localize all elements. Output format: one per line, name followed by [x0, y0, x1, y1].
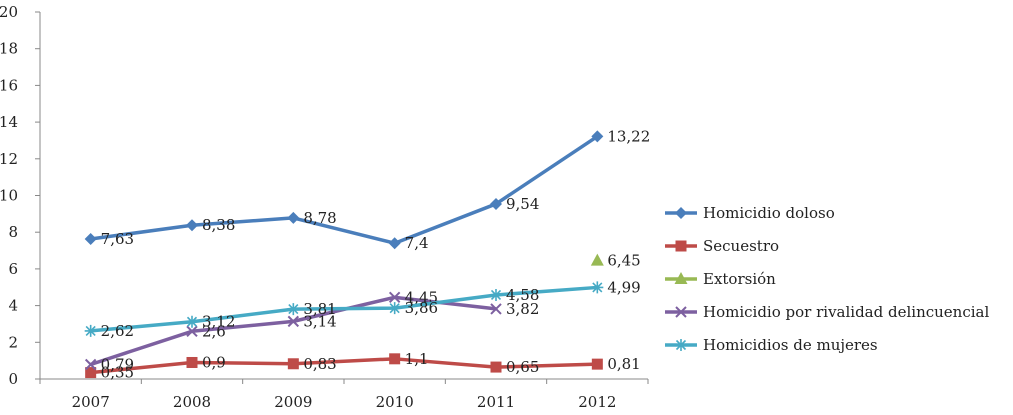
- legend-label-secuestro: Secuestro: [703, 237, 779, 255]
- data-point-homicidios-de-mujeres: [287, 303, 300, 316]
- data-label-homicidio-doloso: 8,38: [202, 216, 235, 234]
- data-point-secuestro: [389, 353, 401, 365]
- series-line-secuestro: [90, 357, 598, 375]
- y-tick-label: 20: [0, 3, 18, 21]
- x-tick-label: 2010: [376, 393, 414, 411]
- data-label-secuestro: 0,81: [607, 355, 640, 373]
- data-label-homicidios-de-mujeres: 3,12: [202, 313, 235, 331]
- data-label-homicidio-doloso: 9,54: [506, 195, 539, 213]
- data-label-secuestro: 1,1: [405, 350, 429, 368]
- data-label-secuestro: 0,83: [303, 355, 336, 373]
- legend-label-extorsion: Extorsión: [703, 270, 776, 288]
- data-point-homicidio-por-rivalidad-delincuencial: [186, 325, 198, 337]
- data-point-homicidios-de-mujeres: [84, 324, 97, 337]
- y-tick-label: 16: [0, 76, 18, 94]
- data-point-secuestro: [287, 358, 299, 370]
- series-line-homicidio-doloso: [90, 134, 599, 245]
- data-label-secuestro: 0,65: [506, 358, 539, 376]
- y-tick-label: 6: [8, 260, 18, 278]
- legend-label-homicidio-por-rivalidad-delincuencial: Homicidio por rivalidad delincuencial: [703, 303, 989, 321]
- data-label-homicidio-doloso: 13,22: [607, 127, 650, 145]
- legend-label-homicidios-de-mujeres: Homicidios de mujeres: [703, 336, 878, 354]
- data-point-homicidio-por-rivalidad-delincuencial: [490, 303, 502, 315]
- legend-label-homicidio-doloso: Homicidio doloso: [703, 204, 835, 222]
- x-tick-label: 2007: [72, 393, 110, 411]
- data-label-homicidios-de-mujeres: 4,99: [607, 278, 640, 296]
- y-tick-label: 2: [8, 333, 18, 351]
- y-tick-label: 0: [8, 370, 18, 388]
- data-point-homicidio-doloso: [388, 237, 401, 250]
- data-point-homicidios-de-mujeres: [591, 281, 604, 294]
- series-line-homicidios-de-mujeres: [90, 285, 598, 333]
- y-tick-label: 12: [0, 150, 18, 168]
- data-point-homicidio-doloso: [490, 197, 502, 210]
- data-label-homicidios-de-mujeres: 4,58: [506, 286, 539, 304]
- data-label-homicidio-por-rivalidad-delincuencial: 3,82: [506, 300, 539, 318]
- y-tick-label: 8: [8, 223, 18, 241]
- data-point-homicidio-por-rivalidad-delincuencial: [287, 315, 300, 328]
- data-label-homicidio-doloso: 8,78: [303, 209, 336, 227]
- data-label-extorsion: 6,45: [607, 252, 640, 270]
- y-tick-label: 4: [8, 297, 18, 315]
- data-point-secuestro: [591, 358, 603, 370]
- data-point-homicidios-de-mujeres: [186, 315, 198, 328]
- data-label-homicidios-de-mujeres: 3,81: [303, 300, 336, 318]
- x-tick-label: 2008: [173, 393, 211, 411]
- data-point-homicidios-de-mujeres: [388, 302, 401, 315]
- data-label-homicidio-por-rivalidad-delincuencial: 2,6: [202, 322, 226, 340]
- legend-marker-homicidio-por-rivalidad-delincuencial: [675, 306, 687, 318]
- y-tick-label: 14: [0, 113, 18, 131]
- data-point-homicidio-doloso: [186, 219, 198, 232]
- data-point-homicidio-doloso: [591, 130, 604, 143]
- data-point-secuestro: [85, 367, 97, 379]
- legend-marker-homicidio-doloso: [675, 207, 687, 219]
- data-label-homicidio-doloso: 7,4: [405, 234, 429, 252]
- data-label-homicidios-de-mujeres: 2,62: [101, 322, 134, 340]
- data-label-secuestro: 0,9: [202, 353, 226, 371]
- data-point-secuestro: [490, 361, 502, 373]
- data-label-homicidios-de-mujeres: 3,86: [405, 299, 438, 317]
- legend-marker-homicidios-de-mujeres: [675, 339, 687, 351]
- data-label-homicidio-por-rivalidad-delincuencial: 3,14: [303, 312, 336, 330]
- x-tick-label: 2012: [578, 393, 616, 411]
- data-label-homicidio-doloso: 7,63: [101, 230, 134, 248]
- legend-marker-extorsion: [674, 272, 688, 284]
- legend-marker-secuestro: [675, 240, 687, 252]
- data-point-homicidio-doloso: [84, 232, 97, 245]
- data-point-homicidio-por-rivalidad-delincuencial: [388, 291, 401, 304]
- y-tick-label: 18: [0, 40, 18, 58]
- data-point-homicidio-doloso: [287, 211, 300, 224]
- data-point-homicidios-de-mujeres: [490, 288, 502, 301]
- data-point-extorsion: [590, 253, 604, 266]
- data-point-homicidio-por-rivalidad-delincuencial: [84, 358, 97, 371]
- x-tick-label: 2009: [274, 393, 312, 411]
- y-tick-label: 10: [0, 187, 18, 205]
- data-label-homicidio-por-rivalidad-delincuencial: 0,79: [101, 356, 134, 374]
- data-label-secuestro: 0,35: [101, 364, 134, 382]
- data-point-secuestro: [186, 356, 198, 368]
- x-tick-label: 2011: [477, 393, 515, 411]
